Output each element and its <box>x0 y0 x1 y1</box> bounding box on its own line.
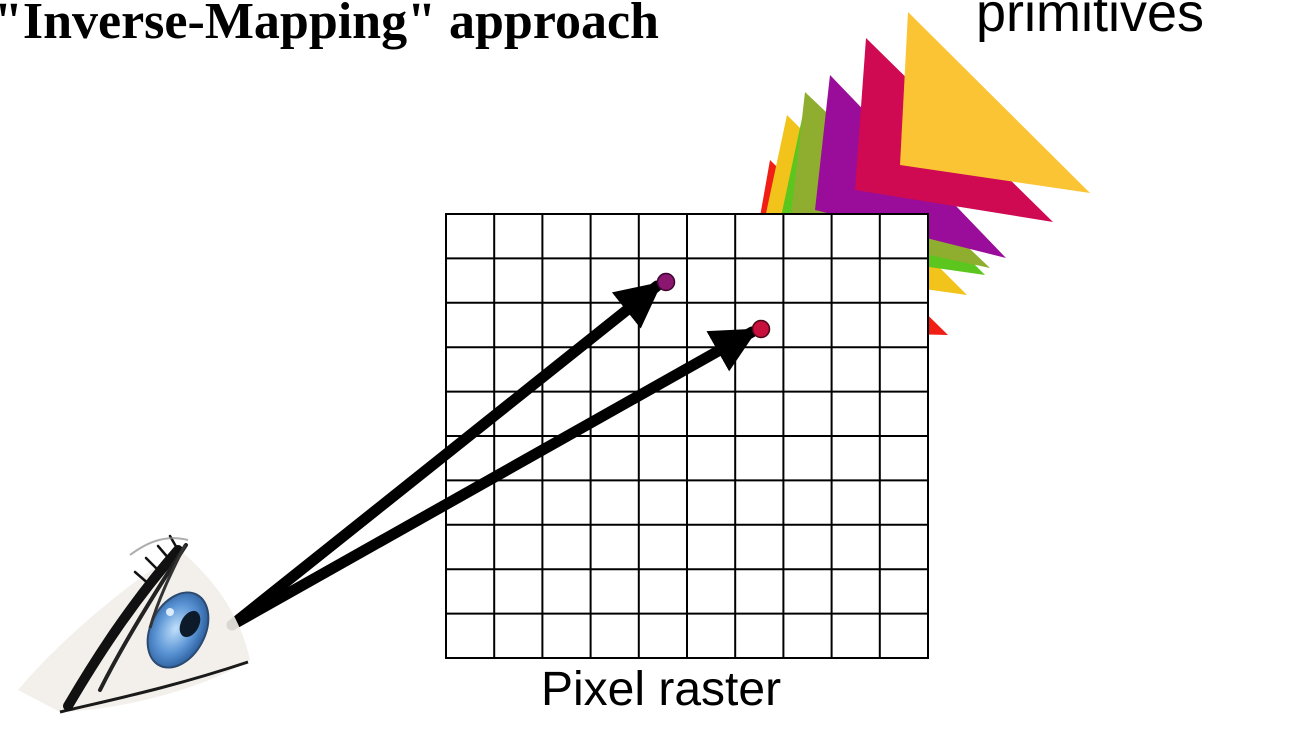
pixel-sample-dot-purple <box>656 272 676 292</box>
diagram-title: "Inverse-Mapping" approach <box>0 0 659 50</box>
view-rays <box>226 280 759 631</box>
primitives-label: primitives <box>976 0 1205 43</box>
pixel-raster-label: Pixel raster <box>541 663 782 716</box>
primitive-gold-triangle <box>900 12 1090 193</box>
ray-arrow-upper <box>226 280 663 631</box>
pixel-sample-dot-crimson <box>751 319 771 339</box>
eye-icon <box>18 534 250 714</box>
ray-arrow-lower <box>226 326 759 631</box>
pixel-raster-grid <box>445 213 929 659</box>
